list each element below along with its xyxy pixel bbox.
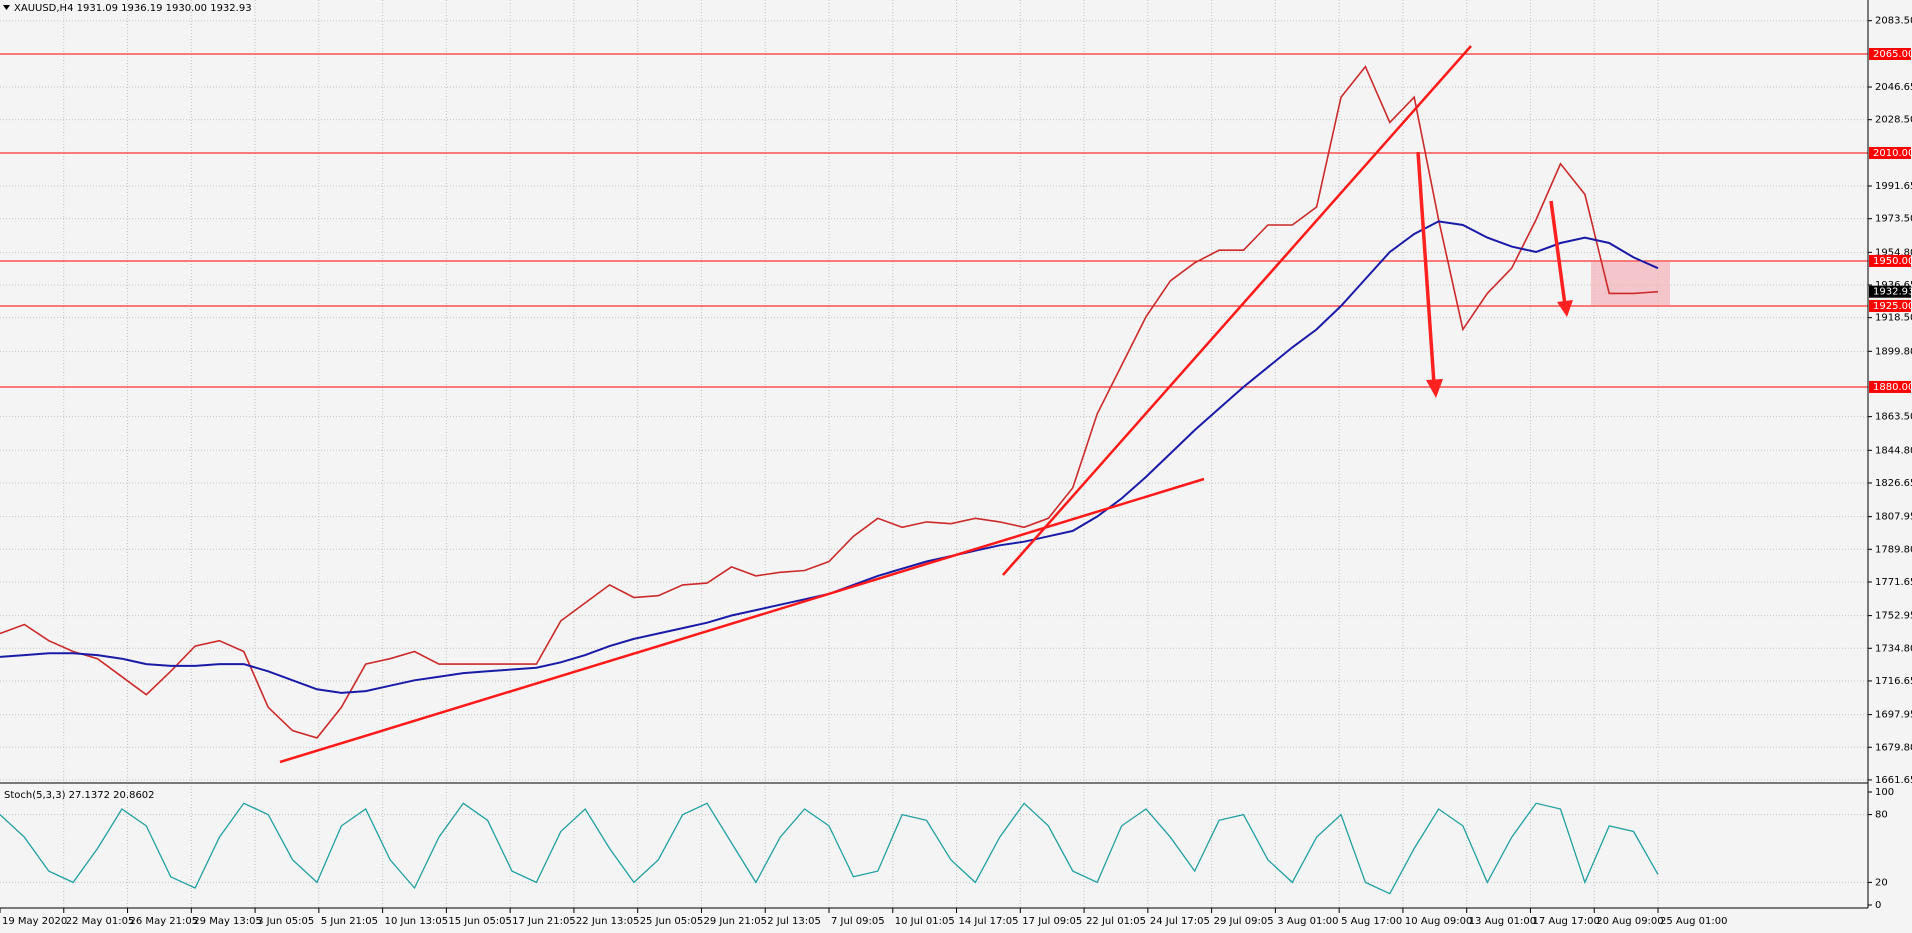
x-tick-label: 29 Jun 21:05 [703,916,767,927]
x-tick-label: 25 Aug 01:00 [1660,916,1727,927]
level-label: 2010.00 [1873,148,1912,159]
x-tick-label: 3 Jun 05:05 [257,916,314,927]
x-tick-label: 19 May 2020 [2,916,67,927]
y-tick-label: 1918.50 [1875,313,1912,324]
x-tick-label: 20 Aug 09:00 [1596,916,1663,927]
x-tick-label: 10 Jun 13:05 [385,916,449,927]
x-tick-label: 14 Jul 17:05 [959,916,1019,927]
y-tick-label: 1789.80 [1875,544,1912,555]
x-tick-label: 15 Jun 05:05 [448,916,512,927]
stoch-line [0,802,1659,895]
y-tick-label: 1661.65 [1875,775,1912,786]
x-tick-label: 22 May 01:05 [66,916,135,927]
y-tick-label: 0 [1875,900,1881,911]
y-tick-label: 1679.80 [1875,742,1912,753]
trend-line [279,477,1205,764]
stoch-label: Stoch(5,3,3) 27.1372 20.8602 [4,790,155,801]
y-tick-label: 2046.65 [1875,82,1912,93]
y-tick-label: 1954.80 [1875,247,1912,258]
x-tick-label: 17 Aug 17:00 [1532,916,1599,927]
x-tick-label: 7 Jul 09:05 [831,916,885,927]
y-tick-label: 1991.65 [1875,181,1912,192]
y-tick-label: 1716.65 [1875,676,1912,687]
arrow [1416,151,1436,385]
x-tick-label: 5 Aug 17:00 [1341,916,1402,927]
y-tick-label: 1899.80 [1875,346,1912,357]
y-tick-label: 2083.50 [1875,16,1912,27]
x-tick-label: 22 Jun 13:05 [576,916,640,927]
x-tick-label: 17 Jul 09:05 [1022,916,1082,927]
level-tag [1869,380,1911,393]
arrow-head [1557,300,1573,317]
grid [0,0,1868,908]
arrows [1416,151,1573,398]
y-tick-label: 80 [1875,810,1888,821]
level-tag [1869,146,1911,159]
x-tick-label: 17 Jun 21:05 [512,916,576,927]
arrow [1549,200,1567,306]
y-tick-label: 1936.65 [1875,280,1912,291]
level-tag [1869,47,1911,60]
y-tick-label: 1844.80 [1875,445,1912,456]
y-tick-label: 1697.95 [1875,710,1912,721]
price-series [0,65,1659,739]
x-tick-label: 2 Jul 13:05 [767,916,821,927]
level-label: 1925.00 [1873,301,1912,312]
x-tick-label: 22 Jul 01:05 [1086,916,1146,927]
price-label: 1932.93 [1873,287,1912,298]
axis-labels: 2083.50 2046.65 2028.50 1991.65 1973.50 1954.… [0,16,1912,927]
y-tick-label: 2028.50 [1875,115,1912,126]
y-tick-label: 1771.65 [1875,577,1912,588]
x-tick-label: 29 Jul 09:05 [1214,916,1274,927]
level-tag [1869,299,1911,312]
y-tick-label: 1973.50 [1875,214,1912,225]
y-tick-label: 1752.95 [1875,611,1912,622]
y-tick-label: 1807.95 [1875,512,1912,523]
x-tick-label: 26 May 21:05 [130,916,199,927]
y-tick-label: 1826.65 [1875,478,1912,489]
symbol-header: XAUUSD,H4 1931.09 1936.19 1930.00 1932.9… [14,3,252,14]
x-tick-label: 5 Jun 21:05 [321,916,378,927]
level-tag [1869,254,1911,267]
range-box [1591,262,1670,305]
x-tick-label: 10 Jul 01:05 [895,916,955,927]
x-tick-label: 3 Aug 01:00 [1277,916,1338,927]
y-tick-label: 20 [1875,877,1888,888]
x-tick-label: 13 Aug 01:00 [1469,916,1536,927]
x-tick-label: 29 May 13:05 [193,916,262,927]
menu-triangle [3,5,10,10]
x-tick-label: 10 Aug 09:00 [1405,916,1472,927]
x-tick-label: 24 Jul 17:05 [1150,916,1210,927]
arrow-head [1426,379,1443,398]
trend-line [1002,45,1472,576]
level-label: 2065.00 [1873,49,1912,60]
x-tick-label: 25 Jun 05:05 [640,916,704,927]
y-tick-label: 1734.80 [1875,643,1912,654]
y-tick-label: 100 [1875,787,1894,798]
level-label: 1950.00 [1873,256,1912,267]
y-tick-label: 1863.50 [1875,412,1912,423]
level-label: 1880.00 [1873,382,1912,393]
levels [0,53,1868,388]
price-tag [1869,285,1911,298]
